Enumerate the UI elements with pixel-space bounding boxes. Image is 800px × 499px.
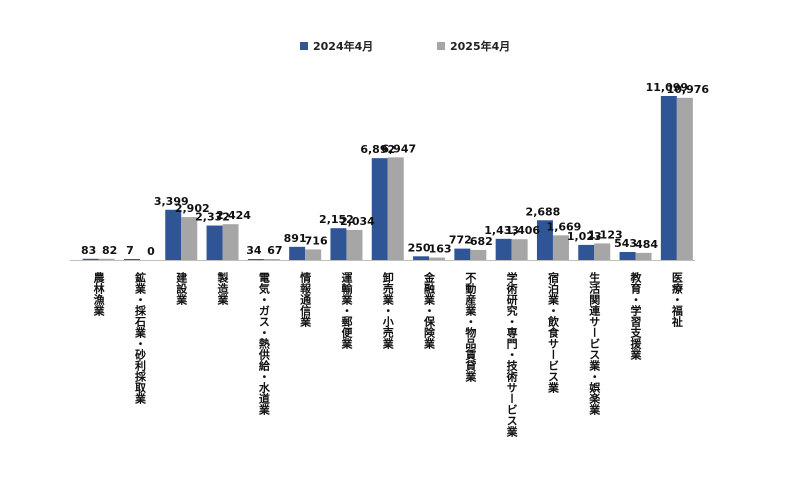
bar-2024-4: [247, 259, 264, 260]
bar-2024-6: [330, 228, 347, 260]
bar-2024-7: [371, 158, 388, 260]
data-label-2024-12: 1,023: [567, 230, 602, 243]
bar-2025-3: [222, 224, 239, 260]
bar-2024-3: [206, 225, 223, 260]
bar-2024-5: [289, 246, 306, 260]
bar-2025-10: [511, 239, 528, 260]
bar-2024-1: [123, 259, 140, 260]
category-label-6: 運輸業・郵便業: [340, 272, 354, 350]
bar-2025-13: [635, 252, 652, 260]
data-label-2025-9: 682: [470, 235, 493, 248]
category-label-3: 製造業: [216, 271, 230, 306]
bar-2024-12: [578, 244, 595, 260]
bar-2024-10: [495, 238, 512, 260]
bar-2025-11: [552, 235, 569, 260]
bar-2024-11: [536, 220, 553, 260]
data-label-2024-14: 11,099: [646, 81, 688, 94]
data-label-2024-5: 891: [284, 232, 307, 245]
bar-2024-2: [165, 209, 182, 260]
data-label-2025-4: 67: [267, 244, 282, 257]
bar-2025-12: [594, 243, 611, 260]
data-label-2024-11: 2,688: [526, 205, 561, 218]
category-label-10: 学術研究・専門・技術サービス業: [505, 271, 519, 438]
category-labels: 農林漁業 鉱業・採石業・砂利採取業 建設業 製造業 電気・ガス・熱供給・水道業 情報通信業…: [92, 271, 684, 438]
bar-2025-9: [470, 249, 487, 260]
category-label-1: 鉱業・採石業・砂利採取業: [133, 271, 147, 405]
category-label-5: 情報通信業: [299, 271, 313, 328]
data-label-2025-11: 1,669: [547, 220, 582, 233]
data-label-2024-1: 7: [126, 244, 134, 257]
bar-2025-14: [676, 97, 693, 260]
category-label-4: 電気・ガス・熱供給・水道業: [257, 272, 271, 416]
data-label-2025-2: 2,902: [175, 202, 210, 215]
data-label-2025-13: 484: [635, 238, 658, 251]
bars: [82, 96, 693, 260]
category-label-14: 医療・福祉: [670, 272, 684, 328]
data-label-2024-6: 2,152: [319, 213, 354, 226]
data-label-2024-2: 3,399: [154, 195, 189, 208]
data-label-2024-0: 83: [81, 244, 96, 257]
bar-2024-14: [660, 96, 677, 260]
bar-2024-8: [413, 256, 430, 260]
bar-2024-0: [82, 258, 99, 260]
data-label-2025-7: 6,947: [381, 142, 416, 155]
category-label-11: 宿泊業・飲食サービス業: [546, 271, 560, 394]
data-label-2025-0: 82: [102, 244, 117, 257]
data-label-2024-7: 6,892: [360, 143, 395, 156]
data-label-2025-10: 1,406: [505, 224, 540, 237]
data-label-2024-3: 2,332: [195, 211, 230, 224]
bar-2024-13: [619, 251, 636, 260]
legend-swatch-2024: [300, 42, 308, 50]
data-label-2024-8: 250: [408, 241, 431, 254]
legend-label-2025: 2025年4月: [450, 39, 510, 53]
bar-2025-7: [387, 157, 404, 260]
category-label-12: 生活関連サービス業・娯楽業: [588, 271, 602, 416]
data-label-2024-4: 34: [246, 244, 262, 257]
legend: 2024年4月 2025年4月: [300, 39, 510, 53]
data-label-2025-14: 10,976: [667, 83, 710, 96]
category-label-13: 教育・学習支援業: [629, 271, 643, 361]
bar-2024-9: [454, 248, 471, 260]
data-label-2024-13: 543: [614, 237, 637, 250]
category-label-9: 不動産業・物品賃貸業: [464, 272, 478, 383]
category-label-8: 金融業・保険業: [423, 271, 437, 350]
data-label-2025-1: 0: [147, 245, 155, 258]
bar-2025-0: [98, 258, 115, 260]
bar-2025-6: [346, 229, 363, 260]
bar-2025-5: [305, 249, 322, 260]
legend-swatch-2025: [437, 42, 445, 50]
bar-2025-8: [429, 257, 446, 260]
category-label-0: 農林漁業: [92, 271, 106, 317]
bar-2025-4: [263, 259, 280, 260]
data-label-2024-9: 772: [449, 234, 472, 247]
bar-2025-2: [181, 217, 198, 260]
data-label-2024-10: 1,433: [484, 224, 519, 237]
category-label-2: 建設業: [175, 271, 189, 306]
data-label-2025-6: 2,034: [340, 215, 375, 228]
data-label-2025-3: 2,424: [216, 209, 251, 222]
data-label-2025-12: 1,123: [588, 228, 623, 241]
legend-label-2024: 2024年4月: [313, 39, 373, 53]
data-label-2025-8: 163: [429, 243, 452, 256]
data-label-2025-5: 716: [305, 234, 328, 247]
category-label-7: 卸売業・小売業: [381, 271, 395, 350]
